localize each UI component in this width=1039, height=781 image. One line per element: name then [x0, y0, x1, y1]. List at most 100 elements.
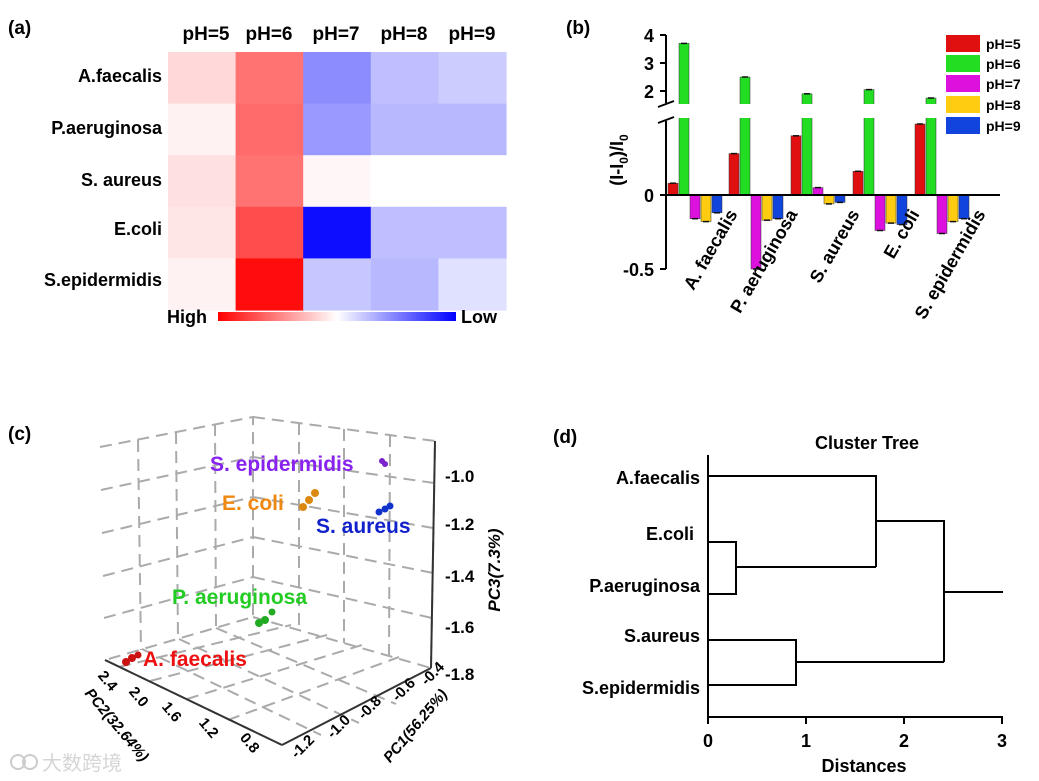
group-label-s-aureus: S. aureus [316, 515, 411, 538]
heatmap-col-ph7: pH=7 [313, 24, 360, 45]
heatmap-cell [168, 52, 237, 105]
heatmap-cell [303, 52, 372, 105]
pc3-tick-label: -1.8 [445, 665, 474, 684]
leaf-label-s-epidermidis: S.epidermidis [582, 678, 700, 698]
bar [667, 182, 679, 196]
colorbar-high-label: High [167, 307, 207, 327]
bar [700, 194, 712, 222]
bar [678, 43, 690, 196]
pc3-tick-label: -1.6 [445, 618, 474, 637]
pc2-tick-label: 1.2 [195, 715, 221, 742]
data-point [268, 608, 276, 616]
heatmap-col-ph9: pH=9 [449, 24, 496, 45]
dendrogram-panel: Cluster Tree 0 1 2 3 Distances A.faecali… [582, 433, 1007, 776]
legend-swatch-ph6 [946, 55, 980, 72]
heatmap-cell [235, 206, 304, 259]
heatmap-cell [303, 258, 372, 311]
heatmap-cell [370, 155, 439, 208]
y-tick-label: -0.5 [623, 260, 654, 280]
data-point [305, 496, 313, 504]
pc1-axis-title: PC1(56.25%) [380, 686, 451, 766]
bar [947, 194, 959, 222]
pc1-tick-label: -1.0 [324, 712, 354, 742]
data-point [299, 503, 307, 511]
y-tick-label: 4 [644, 26, 654, 46]
category-label-s-epidermidis: S. epidermidis [911, 206, 990, 323]
pca-3d-panel: 2.4 2.0 1.6 1.2 0.8 PC2(32.64%) -1.2 -1.… [81, 415, 504, 766]
heatmap-row-a-faecalis: A.faecalis [78, 66, 162, 86]
x-tick-label: 0 [703, 731, 713, 751]
pc3-axis-title: PC3(7.3%) [485, 528, 504, 611]
pc1-tick-label: -1.2 [288, 732, 318, 762]
data-point [122, 658, 130, 666]
link-saureus-sepidermidis [708, 639, 797, 686]
heatmap-col-ph8: pH=8 [381, 24, 428, 45]
heatmap-cells [168, 52, 507, 311]
heatmap-cell [438, 52, 507, 105]
legend-swatch-ph9 [946, 117, 980, 134]
leaf-label-e-coli: E.coli [646, 524, 694, 544]
heatmap-col-ph5: pH=5 [183, 24, 230, 45]
y-axis-title: (I-I0)/I0 [607, 134, 631, 186]
bar [812, 187, 824, 196]
legend-label-ph6: pH=6 [986, 56, 1021, 72]
bar [914, 123, 926, 196]
leaf-label-a-faecalis: A.faecalis [616, 468, 700, 488]
pc3-axis [430, 440, 436, 669]
pc2-axis [104, 659, 283, 746]
dendrogram-links [708, 475, 1003, 686]
bar [739, 76, 751, 196]
data-point [375, 508, 383, 516]
legend: pH=5 pH=6 pH=7 pH=8 pH=9 [946, 35, 1021, 134]
bar [834, 194, 846, 203]
colorbar-low-label: Low [461, 307, 498, 327]
cluster-s-epidermidis [379, 458, 388, 467]
heatmap-cell [235, 155, 304, 208]
data-point [386, 502, 394, 510]
dendrogram-x-ticks [707, 717, 1003, 724]
heatmap-cell [235, 52, 304, 105]
leaf-label-p-aeruginosa: P.aeruginosa [589, 576, 701, 596]
group-label-a-faecalis: A. faecalis [143, 648, 247, 671]
heatmap-row-e-coli: E.coli [114, 219, 162, 239]
legend-swatch-ph5 [946, 35, 980, 52]
group-label-s-epidermidis: S. epidermidis [210, 453, 354, 476]
legend-label-ph7: pH=7 [986, 76, 1021, 92]
x-tick-label: 3 [997, 731, 1007, 751]
heatmap-row-p-aeruginosa: P.aeruginosa [51, 118, 163, 138]
pc2-tick-label: 2.0 [125, 684, 151, 711]
bar [728, 153, 740, 196]
x-tick-label: 2 [899, 731, 909, 751]
heatmap-row-s-epidermidis: S.epidermidis [44, 270, 162, 290]
link-top-merge [876, 520, 945, 662]
pc3-tick-label: -1.4 [445, 567, 475, 586]
y-tick-label: 3 [644, 54, 654, 74]
bar [761, 194, 773, 221]
heatmap-row-s-aureus: S. aureus [81, 170, 162, 190]
pc1-axis [281, 667, 432, 746]
heatmap-cell [303, 155, 372, 208]
heatmap-panel: pH=5 pH=6 pH=7 pH=8 pH=9 A.faecalis P.ae… [44, 24, 507, 327]
bar-chart-panel: 4 3 2 0 -0.5 (I-I0)/I0 A. faecalis P. ae… [607, 26, 1021, 323]
leaf-label-s-aureus: S.aureus [624, 626, 700, 646]
legend-label-ph8: pH=8 [986, 97, 1021, 113]
x-tick-label: 1 [801, 731, 811, 751]
y-tick-label: 2 [644, 82, 654, 102]
dendrogram-title: Cluster Tree [815, 433, 919, 453]
watermark-logo-icon [10, 754, 26, 770]
heatmap-cell [438, 206, 507, 259]
heatmap-cell [168, 103, 237, 156]
group-label-p-aeruginosa: P. aeruginosa [172, 586, 307, 609]
watermark-logo-icon [22, 754, 38, 770]
axis-break-mark [657, 100, 675, 108]
axis-break-gap [668, 104, 948, 118]
data-point [134, 651, 142, 659]
pc1-tick-label: -0.4 [418, 658, 449, 689]
heatmap-cell [370, 103, 439, 156]
heatmap-cell [235, 103, 304, 156]
bar [689, 194, 701, 219]
heatmap-cell [303, 103, 372, 156]
y-tick-label: 0 [644, 186, 654, 206]
bar [823, 194, 835, 205]
heatmap-cell [235, 258, 304, 311]
